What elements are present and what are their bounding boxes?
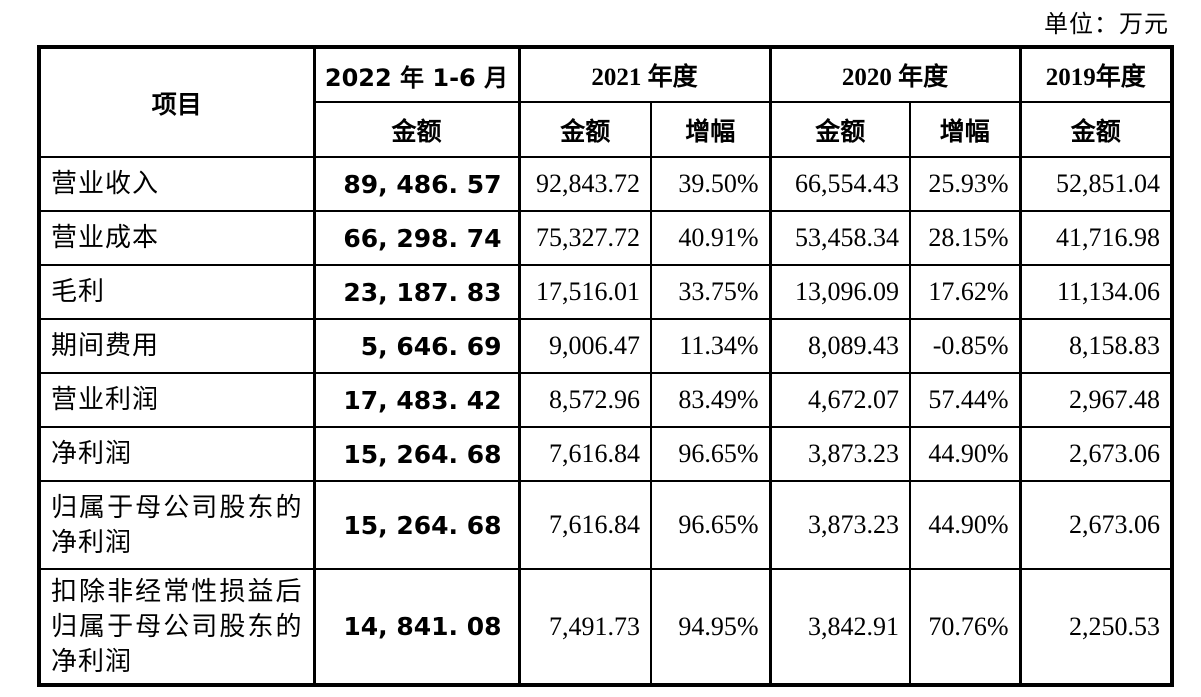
growth-2021: 83.49% (649, 372, 772, 428)
table-header: 项目 2022 年 1-6 月 2021 年度 2020 年度 2019年度 金… (38, 46, 1174, 158)
value-2019: 11,134.06 (1018, 264, 1174, 320)
header-row-years: 项目 2022 年 1-6 月 2021 年度 2020 年度 2019年度 (38, 46, 1174, 158)
growth-2021: 33.75% (649, 264, 772, 320)
value-2022: 89, 486. 57 (312, 156, 520, 212)
header-2021-amount: 金额 (517, 101, 652, 158)
header-2019: 2019年度 (1018, 46, 1174, 103)
header-2022: 2022 年 1-6 月 (312, 46, 520, 103)
growth-2021: 11.34% (649, 318, 772, 374)
value-2019: 2,250.53 (1018, 567, 1174, 687)
row-label: 营业收入 (38, 156, 315, 212)
table-row: 营业利润 17, 483. 42 8,572.96 83.49% 4,672.0… (38, 372, 1174, 428)
row-label: 营业成本 (38, 210, 315, 266)
growth-2020: 70.76% (909, 567, 1022, 687)
growth-2020: 57.44% (909, 372, 1022, 428)
growth-2021: 96.65% (649, 426, 772, 482)
value-2020: 3,842.91 (768, 567, 912, 687)
value-2021: 8,572.96 (517, 372, 652, 428)
header-2019-amount: 金额 (1018, 101, 1174, 158)
value-2020: 3,873.23 (768, 480, 912, 570)
growth-2020: 28.15% (909, 210, 1022, 266)
growth-2020: 25.93% (909, 156, 1022, 212)
value-2021: 17,516.01 (517, 264, 652, 320)
row-label: 期间费用 (38, 318, 315, 374)
value-2022: 14, 841. 08 (312, 567, 520, 687)
value-2022: 15, 264. 68 (312, 480, 520, 570)
growth-2021: 40.91% (649, 210, 772, 266)
value-2021: 9,006.47 (517, 318, 652, 374)
value-2021: 92,843.72 (517, 156, 652, 212)
header-2020-amount: 金额 (768, 101, 912, 158)
value-2019: 8,158.83 (1018, 318, 1174, 374)
value-2020: 3,873.23 (768, 426, 912, 482)
value-2022: 23, 187. 83 (312, 264, 520, 320)
financial-summary-table: 项目 2022 年 1-6 月 2021 年度 2020 年度 2019年度 金… (37, 45, 1175, 688)
value-2019: 2,967.48 (1018, 372, 1174, 428)
value-2021: 75,327.72 (517, 210, 652, 266)
row-label: 净利润 (38, 426, 315, 482)
header-item: 项目 (38, 46, 315, 158)
header-2020: 2020 年度 (768, 46, 1022, 103)
header-2021: 2021 年度 (517, 46, 772, 103)
value-2020: 8,089.43 (768, 318, 912, 374)
growth-2021: 94.95% (649, 567, 772, 687)
table-row: 归属于母公司股东的净利润 15, 264. 68 7,616.84 96.65%… (38, 480, 1174, 570)
growth-2021: 39.50% (649, 156, 772, 212)
growth-2020: 44.90% (909, 426, 1022, 482)
table-body: 营业收入 89, 486. 57 92,843.72 39.50% 66,554… (38, 156, 1174, 687)
value-2019: 41,716.98 (1018, 210, 1174, 266)
growth-2020: -0.85% (909, 318, 1022, 374)
table-row: 期间费用 5, 646. 69 9,006.47 11.34% 8,089.43… (38, 318, 1174, 374)
unit-label: 单位：万元 (1044, 12, 1169, 38)
row-label: 营业利润 (38, 372, 315, 428)
value-2020: 66,554.43 (768, 156, 912, 212)
value-2021: 7,616.84 (517, 480, 652, 570)
value-2019: 2,673.06 (1018, 426, 1174, 482)
value-2020: 4,672.07 (768, 372, 912, 428)
row-label: 毛利 (38, 264, 315, 320)
value-2021: 7,616.84 (517, 426, 652, 482)
table-row: 毛利 23, 187. 83 17,516.01 33.75% 13,096.0… (38, 264, 1174, 320)
value-2022: 15, 264. 68 (312, 426, 520, 482)
value-2019: 52,851.04 (1018, 156, 1174, 212)
value-2022: 17, 483. 42 (312, 372, 520, 428)
value-2022: 66, 298. 74 (312, 210, 520, 266)
row-label: 扣除非经常性损益后归属于母公司股东的净利润 (38, 567, 315, 687)
growth-2020: 44.90% (909, 480, 1022, 570)
header-row-measures: 金额 金额 增幅 金额 增幅 金额 (39, 101, 1174, 158)
row-label: 归属于母公司股东的净利润 (38, 480, 315, 570)
growth-2020: 17.62% (909, 264, 1022, 320)
table-row: 营业成本 66, 298. 74 75,327.72 40.91% 53,458… (38, 210, 1174, 266)
growth-2021: 96.65% (649, 480, 772, 570)
value-2020: 53,458.34 (768, 210, 912, 266)
value-2020: 13,096.09 (768, 264, 912, 320)
value-2022: 5, 646. 69 (312, 318, 520, 374)
value-2019: 2,673.06 (1018, 480, 1174, 570)
table-row: 扣除非经常性损益后归属于母公司股东的净利润 14, 841. 08 7,491.… (38, 567, 1174, 687)
header-2022-amount: 金额 (312, 101, 520, 158)
header-2021-growth: 增幅 (649, 101, 772, 158)
table-row: 营业收入 89, 486. 57 92,843.72 39.50% 66,554… (38, 156, 1174, 212)
value-2021: 7,491.73 (517, 567, 652, 687)
header-2020-growth: 增幅 (909, 101, 1022, 158)
table-row: 净利润 15, 264. 68 7,616.84 96.65% 3,873.23… (38, 426, 1174, 482)
